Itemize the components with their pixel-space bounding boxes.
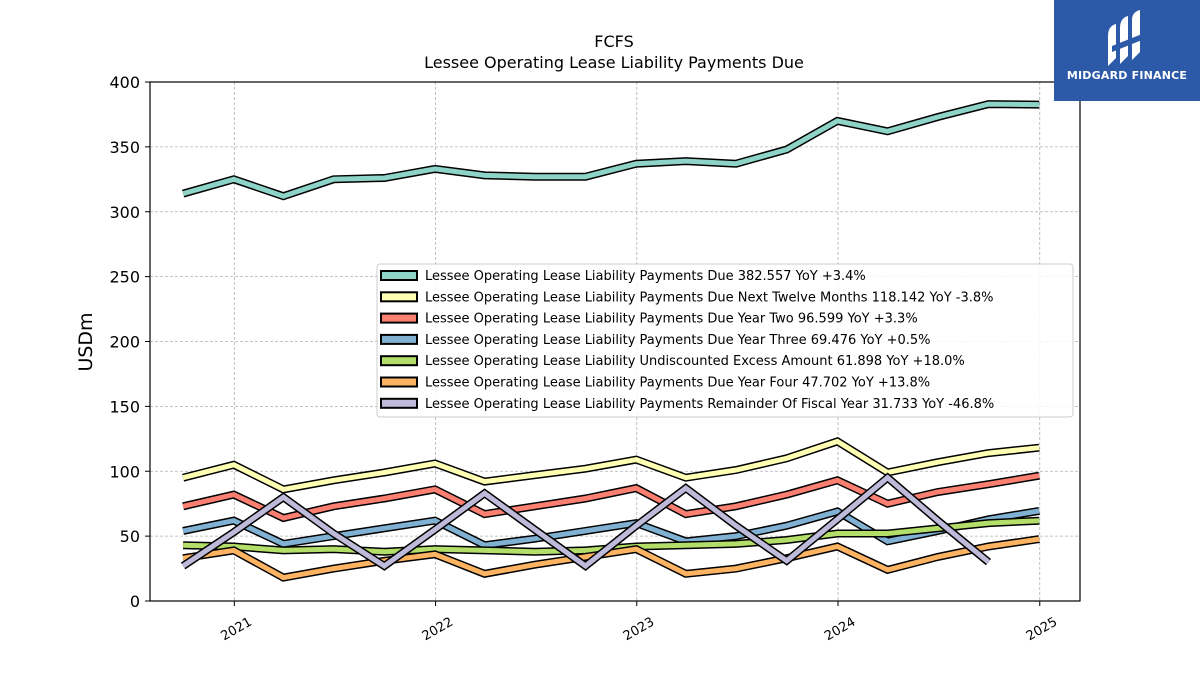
brand-logo: MIDGARD FINANCE — [1054, 0, 1200, 101]
series-stroke — [182, 473, 1040, 521]
legend-swatch — [380, 376, 418, 388]
legend-label: Lessee Operating Lease Liability Payment… — [425, 397, 994, 412]
series-outline — [182, 100, 1040, 201]
series-stroke — [182, 438, 1040, 493]
midgard-logo-mark-icon — [1108, 10, 1142, 66]
y-axis: 0 50 100 150 200 250 300 350 400 — [109, 73, 150, 611]
y-tick-label: 300 — [109, 203, 140, 222]
series-line — [182, 506, 1040, 550]
y-tick-label: 250 — [109, 268, 140, 287]
legend-label: Lessee Operating Lease Liability Payment… — [425, 312, 918, 327]
legend: Lessee Operating Lease Liability Payment… — [376, 263, 1074, 418]
legend-entry: Lessee Operating Lease Liability Payment… — [380, 290, 994, 305]
legend-label: Lessee Operating Lease Liability Payment… — [425, 376, 930, 391]
y-tick-label: 400 — [109, 73, 140, 92]
y-tick-label: 150 — [109, 397, 140, 416]
series-stroke — [182, 536, 1040, 581]
series-line — [182, 535, 1040, 582]
y-tick-label: 50 — [120, 527, 140, 546]
series-line — [182, 437, 1040, 494]
series-stroke — [181, 474, 991, 570]
legend-entry: Lessee Operating Lease Liability Payment… — [380, 333, 931, 348]
x-tick-label: 2025 — [1024, 615, 1060, 645]
series-line — [182, 100, 1040, 201]
x-tick-label: 2021 — [219, 615, 255, 645]
x-tick-label: 2023 — [621, 615, 657, 645]
legend-entry: Lessee Operating Lease Liability Payment… — [380, 312, 918, 327]
series-line — [180, 472, 992, 572]
legend-entry: Lessee Operating Lease Liability Payment… — [380, 376, 930, 391]
series-stroke — [182, 101, 1040, 199]
legend-swatch — [380, 355, 418, 367]
legend-swatch — [380, 291, 418, 303]
legend-entry: Lessee Operating Lease Liability Undisco… — [380, 354, 965, 369]
x-tick-label: 2024 — [822, 615, 858, 645]
legend-entry: Lessee Operating Lease Liability Payment… — [380, 397, 994, 412]
x-axis: 2021 2022 2023 2024 2025 — [219, 601, 1060, 645]
chart-title: FCFS — [594, 32, 633, 51]
legend-label: Lessee Operating Lease Liability Undisco… — [425, 354, 965, 369]
series-stroke — [182, 508, 1040, 548]
series-layer — [180, 100, 1040, 582]
y-tick-label: 200 — [109, 333, 140, 352]
chart-subtitle: Lessee Operating Lease Liability Payment… — [424, 53, 804, 72]
series-line — [182, 471, 1040, 523]
legend-entry: Lessee Operating Lease Liability Payment… — [380, 269, 866, 284]
x-tick-label: 2022 — [420, 615, 456, 645]
logo-text: MIDGARD FINANCE — [1066, 69, 1188, 82]
y-tick-label: 100 — [109, 462, 140, 481]
legend-label: Lessee Operating Lease Liability Payment… — [425, 269, 866, 284]
legend-swatch — [380, 397, 418, 409]
legend-label: Lessee Operating Lease Liability Payment… — [425, 333, 931, 348]
y-axis-label: USDm — [75, 312, 97, 371]
y-tick-label: 350 — [109, 138, 140, 157]
legend-label: Lessee Operating Lease Liability Payment… — [425, 290, 994, 305]
y-tick-label: 0 — [130, 592, 140, 611]
legend-swatch — [380, 312, 418, 324]
legend-swatch — [380, 270, 418, 281]
legend-swatch — [380, 333, 418, 345]
legend-box — [376, 263, 1074, 418]
